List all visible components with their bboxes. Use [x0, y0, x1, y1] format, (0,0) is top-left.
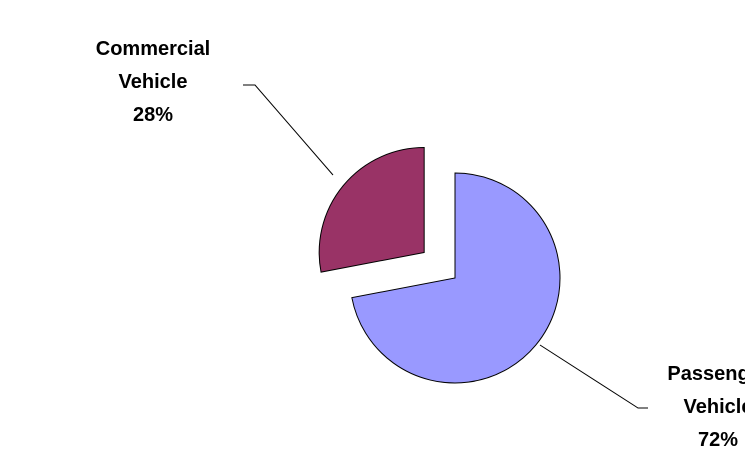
slice-name-line: Passenger	[667, 363, 745, 385]
leader-lines	[243, 84, 648, 409]
slice-labels: Passenger Vehicle 72% Commercial Vehicle 28%	[96, 38, 745, 451]
leader-line-passenger-vehicle	[539, 344, 648, 409]
slice-name-line: Commercial	[96, 38, 211, 60]
pie-slice-commercial-vehicle	[318, 147, 425, 273]
pie-slice-passenger-vehicle	[351, 172, 561, 384]
pie-slices	[318, 147, 561, 384]
slice-label-commercial-vehicle: Commercial Vehicle 28%	[96, 38, 211, 126]
slice-label-passenger-vehicle: Passenger Vehicle 72%	[667, 363, 745, 451]
slice-percent-label: 28%	[133, 104, 173, 126]
slice-name-line: Vehicle	[684, 396, 745, 418]
slice-name-line: Vehicle	[119, 71, 188, 93]
slice-percent-label: 72%	[698, 429, 738, 451]
leader-line-commercial-vehicle	[243, 84, 334, 176]
